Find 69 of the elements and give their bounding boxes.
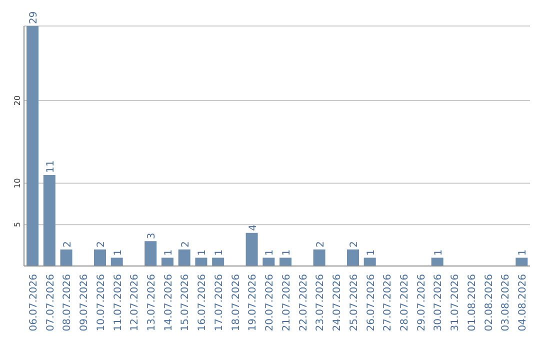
x-tick-label: 23.07.2026 [315,274,326,332]
bar [195,258,208,266]
x-tick-label: 18.07.2026 [230,274,242,332]
x-tick-label: 15.07.2026 [180,274,192,332]
x-tick-label: 26.07.2026 [366,274,377,332]
bar [364,258,376,266]
bar [262,258,275,266]
bar [246,232,258,266]
bar [313,249,326,266]
bar [346,249,359,266]
bar [280,258,292,266]
x-tick-label: 11.07.2026 [112,274,124,332]
bar [43,174,56,266]
bar [212,258,224,266]
x-tick-label: 25.07.2026 [348,274,360,332]
x-tick-label: 22.07.2026 [298,274,310,332]
x-tick-label: 02.08.2026 [484,274,495,332]
x-tick-label: 27.07.2026 [382,274,394,332]
data-label: 4 [248,224,259,231]
x-tick-label: 17.07.2026 [214,274,225,332]
x-tick-label: 08.07.2026 [62,274,74,332]
x-tick-label: 03.08.2026 [500,274,512,332]
data-label: 11 [45,160,56,173]
data-label: 1 [366,249,377,256]
bar [178,249,190,266]
bar [94,249,106,266]
data-label: 2 [62,241,74,248]
data-label: 2 [348,241,360,248]
data-label: 1 [518,249,529,256]
data-label: 1 [264,249,276,256]
data-label: 29 [28,11,40,24]
x-tick-label: 01.08.2026 [466,274,478,332]
data-label: 2 [180,241,192,248]
bar [516,258,528,266]
bar [110,258,123,266]
x-tick-label: 21.07.2026 [281,274,292,332]
x-tick-label: 30.07.2026 [433,274,444,332]
data-label: 1 [282,249,293,256]
bar [60,249,72,266]
bar [431,258,444,266]
x-tick-label: 06.07.2026 [28,274,40,332]
x-tick-label: 31.07.2026 [450,274,462,332]
bar [144,241,157,266]
bar [26,26,39,266]
x-tick-label: 10.07.2026 [96,274,107,332]
x-tick-label: 28.07.2026 [400,274,410,332]
y-tick-label: 5 [13,222,22,228]
x-tick-label: 09.07.2026 [79,274,90,332]
x-tick-label: 29.07.2026 [416,274,428,332]
data-label: 2 [315,241,326,248]
x-tick-label: 12.07.2026 [130,274,141,332]
data-label: 1 [163,249,174,256]
x-tick-label: 04.08.2026 [518,274,529,332]
x-tick-label: 20.07.2026 [264,274,276,332]
data-label: 1 [197,249,208,256]
data-label: 1 [214,249,226,256]
y-tick-label: 20 [13,95,22,106]
x-tick-label: 24.07.2026 [332,274,344,332]
data-label: 3 [146,232,158,240]
x-tick-label: 14.07.2026 [163,274,174,332]
x-tick-label: 19.07.2026 [248,274,259,332]
x-tick-label: 13.07.2026 [146,274,158,332]
x-tick-label: 07.07.2026 [45,274,56,332]
bar [161,258,174,266]
data-label: 2 [96,241,107,248]
x-tick-label: 16.07.2026 [197,274,208,332]
data-label: 1 [112,249,124,256]
data-label: 1 [433,249,444,256]
y-tick-label: 10 [13,178,22,188]
